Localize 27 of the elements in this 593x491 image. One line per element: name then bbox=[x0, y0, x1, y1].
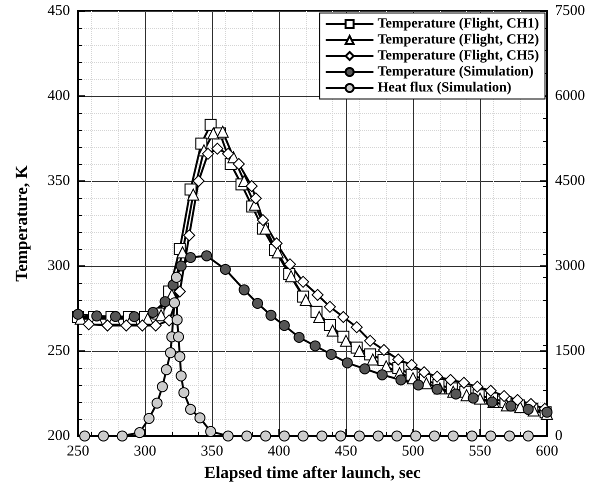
x-tick-label: 300 bbox=[134, 444, 156, 460]
y-tick-label: 300 bbox=[48, 258, 70, 274]
y-tick-label: 350 bbox=[48, 173, 70, 189]
x-tick-label: 500 bbox=[402, 444, 424, 460]
y2-tick-label: 3000 bbox=[555, 258, 585, 274]
x-tick-label: 350 bbox=[200, 444, 224, 460]
x-tick-label: 250 bbox=[66, 444, 90, 460]
legend-label: Heat flux (Simulation) bbox=[378, 80, 512, 96]
x-tick-label: 400 bbox=[268, 444, 290, 460]
legend-label: Temperature (Flight, CH5) bbox=[378, 48, 540, 64]
y-tick-label: 250 bbox=[48, 343, 70, 359]
x-tick-label: 600 bbox=[536, 444, 558, 460]
x-tick-label: 450 bbox=[334, 444, 358, 460]
y-tick-label: 400 bbox=[48, 88, 70, 104]
y-tick-label: 450 bbox=[48, 3, 70, 19]
x-tick-label: 550 bbox=[468, 444, 492, 460]
y-axis-title: Temperature, K bbox=[12, 164, 31, 282]
y2-tick-label: 1500 bbox=[555, 343, 585, 359]
y-tick-label: 200 bbox=[48, 428, 70, 444]
legend-label: Temperature (Flight, CH1) bbox=[378, 16, 540, 32]
y2-tick-label: 0 bbox=[555, 428, 562, 444]
x-axis-title: Elapsed time after launch, sec bbox=[204, 462, 422, 482]
legend-label: Temperature (Flight, CH2) bbox=[378, 32, 540, 48]
y2-tick-label: 4500 bbox=[555, 173, 585, 189]
legend-label: Temperature (Simulation) bbox=[378, 64, 534, 80]
y2-tick-label: 7500 bbox=[555, 3, 585, 19]
y2-tick-label: 6000 bbox=[555, 88, 585, 104]
